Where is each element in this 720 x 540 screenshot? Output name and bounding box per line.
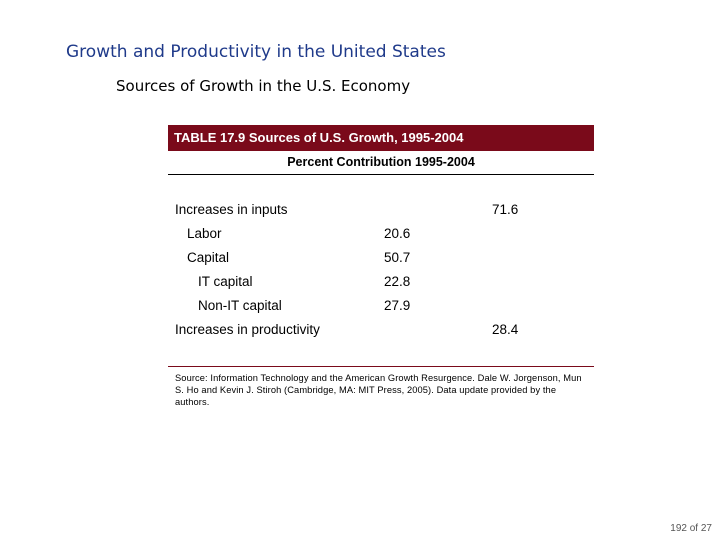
row-value-col2: 28.4 — [492, 322, 519, 337]
table-header: TABLE 17.9 Sources of U.S. Growth, 1995-… — [168, 125, 594, 151]
slide-title: Growth and Productivity in the United St… — [66, 42, 446, 62]
row-label: Capital — [187, 250, 230, 265]
row-value-col2: 71.6 — [492, 202, 519, 217]
page-number: 192 of 27 — [670, 523, 712, 534]
source-note: Source: Information Technology and the A… — [175, 373, 582, 407]
row-value-col1: 27.9 — [384, 298, 411, 313]
row-label: Increases in productivity — [175, 322, 320, 337]
table-bottom-rule — [168, 366, 594, 367]
row-label: IT capital — [198, 274, 253, 289]
slide-subtitle: Sources of Growth in the U.S. Economy — [116, 77, 411, 95]
row-label: Labor — [187, 226, 222, 241]
row-value-col1: 20.6 — [384, 226, 411, 241]
row-value-col1: 50.7 — [384, 250, 411, 265]
row-label: Increases in inputs — [175, 202, 288, 217]
table-subheader: Percent Contribution 1995-2004 — [168, 151, 594, 175]
row-value-col1: 22.8 — [384, 274, 411, 289]
row-label: Non-IT capital — [198, 298, 282, 313]
